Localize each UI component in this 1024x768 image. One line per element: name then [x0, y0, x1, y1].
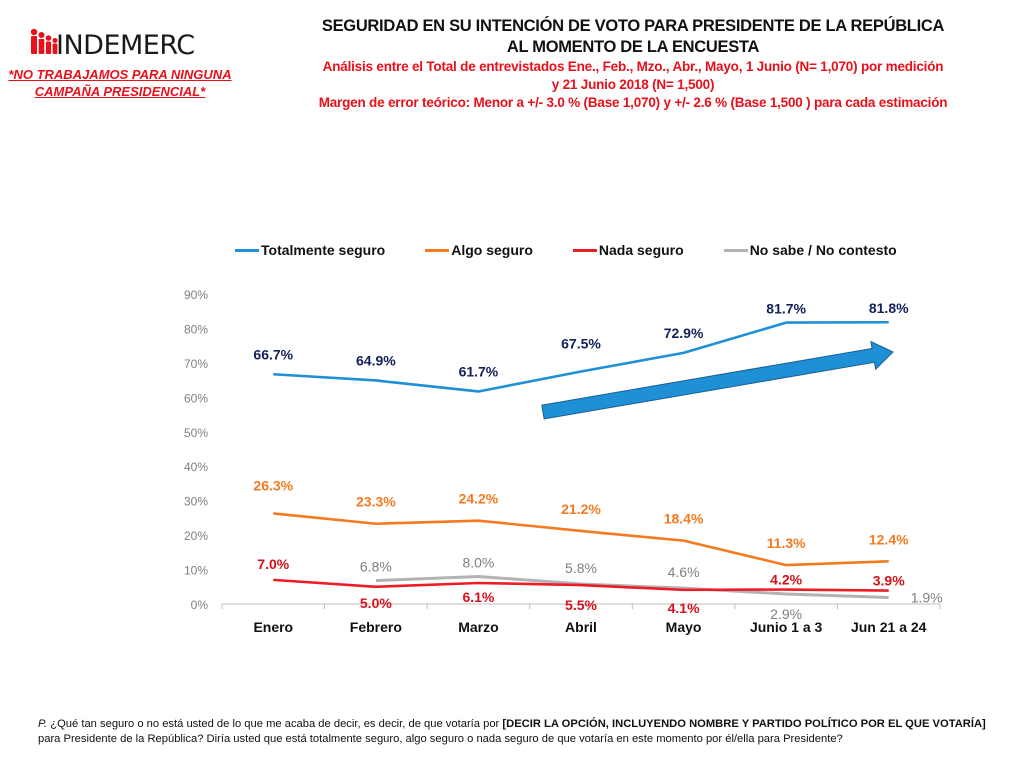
legend-item: Algo seguro	[425, 242, 533, 258]
legend-swatch	[723, 248, 748, 252]
data-label: 18.4%	[664, 511, 704, 527]
chart-title-line-1: SEGURIDAD EN SU INTENCIÓN DE VOTO PARA P…	[321, 17, 945, 35]
data-label: 6.1%	[462, 589, 494, 605]
data-label: 4.1%	[668, 600, 700, 616]
people-icon	[30, 28, 58, 54]
chart-legend: Totalmente seguro Algo seguro Nada segur…	[235, 240, 937, 260]
disclaimer: *NO TRABAJAMOS PARA NINGUNA CAMPAÑA PRES…	[0, 66, 240, 100]
data-label: 2.9%	[770, 606, 802, 622]
footnote-prefix: P.	[38, 718, 48, 730]
x-tick-label: Jun 21 a 24	[851, 619, 927, 635]
legend-item: No sabe / No contesto	[723, 242, 897, 258]
data-label: 67.5%	[561, 336, 601, 352]
y-tick-label: 50%	[184, 426, 208, 440]
footnote-bold: [DECIR LA OPCIÓN, INCLUYENDO NOMBRE Y PA…	[502, 718, 986, 730]
legend-label: Totalmente seguro	[261, 242, 386, 258]
x-tick-label: Abril	[565, 619, 597, 635]
subtitle-line-2: y 21 Junio 2018 (N= 1,500)	[551, 77, 715, 92]
x-tick-label: Mayo	[666, 619, 702, 635]
data-label: 4.2%	[770, 572, 802, 588]
data-label: 64.9%	[356, 352, 396, 368]
y-tick-label: 90%	[184, 288, 208, 302]
y-tick-label: 80%	[184, 322, 208, 336]
y-tick-label: 10%	[184, 564, 208, 578]
legend-swatch	[572, 248, 597, 252]
x-tick-label: Enero	[253, 619, 293, 635]
chart-title-line-2: AL MOMENTO DE LA ENCUESTA	[506, 38, 760, 56]
question-footnote: P. ¿Qué tan seguro o no está usted de lo…	[38, 717, 998, 747]
legend-swatch	[425, 248, 450, 252]
series-line-algo-seguro	[273, 512, 889, 567]
subtitle-line-1: Análisis entre el Total de entrevistados…	[322, 59, 944, 74]
legend-label: Algo seguro	[451, 242, 533, 258]
header: SEGURIDAD EN SU INTENCIÓN DE VOTO PARA P…	[240, 16, 1024, 112]
logo-text: INDEMERC	[56, 30, 195, 61]
data-label: 66.7%	[253, 346, 293, 362]
data-label: 81.7%	[766, 301, 806, 317]
data-label: 21.2%	[561, 501, 601, 517]
x-tick-label: Febrero	[350, 619, 402, 635]
data-label: 81.8%	[869, 300, 909, 316]
series-line-no-sabe-no-contesto	[375, 574, 889, 599]
data-label: 72.9%	[664, 325, 704, 341]
x-tick-label: Junio 1 a 3	[750, 619, 823, 635]
legend-item: Nada seguro	[572, 242, 684, 258]
data-label: 23.3%	[356, 494, 396, 510]
legend-item: Totalmente seguro	[235, 242, 385, 258]
data-label: 61.7%	[459, 363, 499, 379]
data-label: 26.3%	[253, 477, 293, 493]
subtitle-line-3: Margen de error teórico: Menor a +/- 3.0…	[318, 95, 948, 110]
legend-label: No sabe / No contesto	[749, 242, 897, 258]
footnote-text-2: para Presidente de la República? Diría u…	[38, 733, 843, 745]
disclaimer-line-1: *NO TRABAJAMOS PARA NINGUNA	[8, 67, 232, 82]
data-label: 6.8%	[360, 559, 392, 575]
data-label: 1.9%	[911, 589, 943, 605]
y-tick-label: 0%	[191, 598, 209, 612]
indemerc-logo	[30, 28, 58, 54]
data-label: 11.3%	[767, 535, 806, 551]
disclaimer-line-2: CAMPAÑA PRESIDENCIAL*	[34, 84, 206, 99]
y-tick-label: 30%	[184, 495, 208, 509]
series-line-nada-seguro	[273, 578, 889, 592]
y-tick-label: 70%	[184, 357, 208, 371]
data-label: 12.4%	[869, 531, 909, 547]
data-label: 7.0%	[257, 556, 289, 572]
data-label: 3.9%	[873, 573, 905, 589]
data-label: 5.5%	[565, 597, 597, 613]
data-label: 5.8%	[565, 560, 597, 576]
y-tick-label: 20%	[184, 529, 208, 543]
data-label: 24.2%	[459, 491, 499, 507]
x-tick-label: Marzo	[458, 619, 498, 635]
y-tick-label: 40%	[184, 460, 208, 474]
legend-label: Nada seguro	[598, 242, 684, 258]
footnote-text-1: ¿Qué tan seguro o no está usted de lo qu…	[47, 718, 503, 730]
series-line-totalmente-seguro	[273, 320, 889, 393]
data-label: 5.0%	[360, 595, 392, 611]
trend-arrow-icon	[541, 340, 894, 420]
y-tick-label: 60%	[184, 391, 208, 405]
data-label: 4.6%	[668, 564, 700, 580]
legend-swatch	[235, 248, 259, 252]
data-label: 8.0%	[462, 554, 494, 570]
